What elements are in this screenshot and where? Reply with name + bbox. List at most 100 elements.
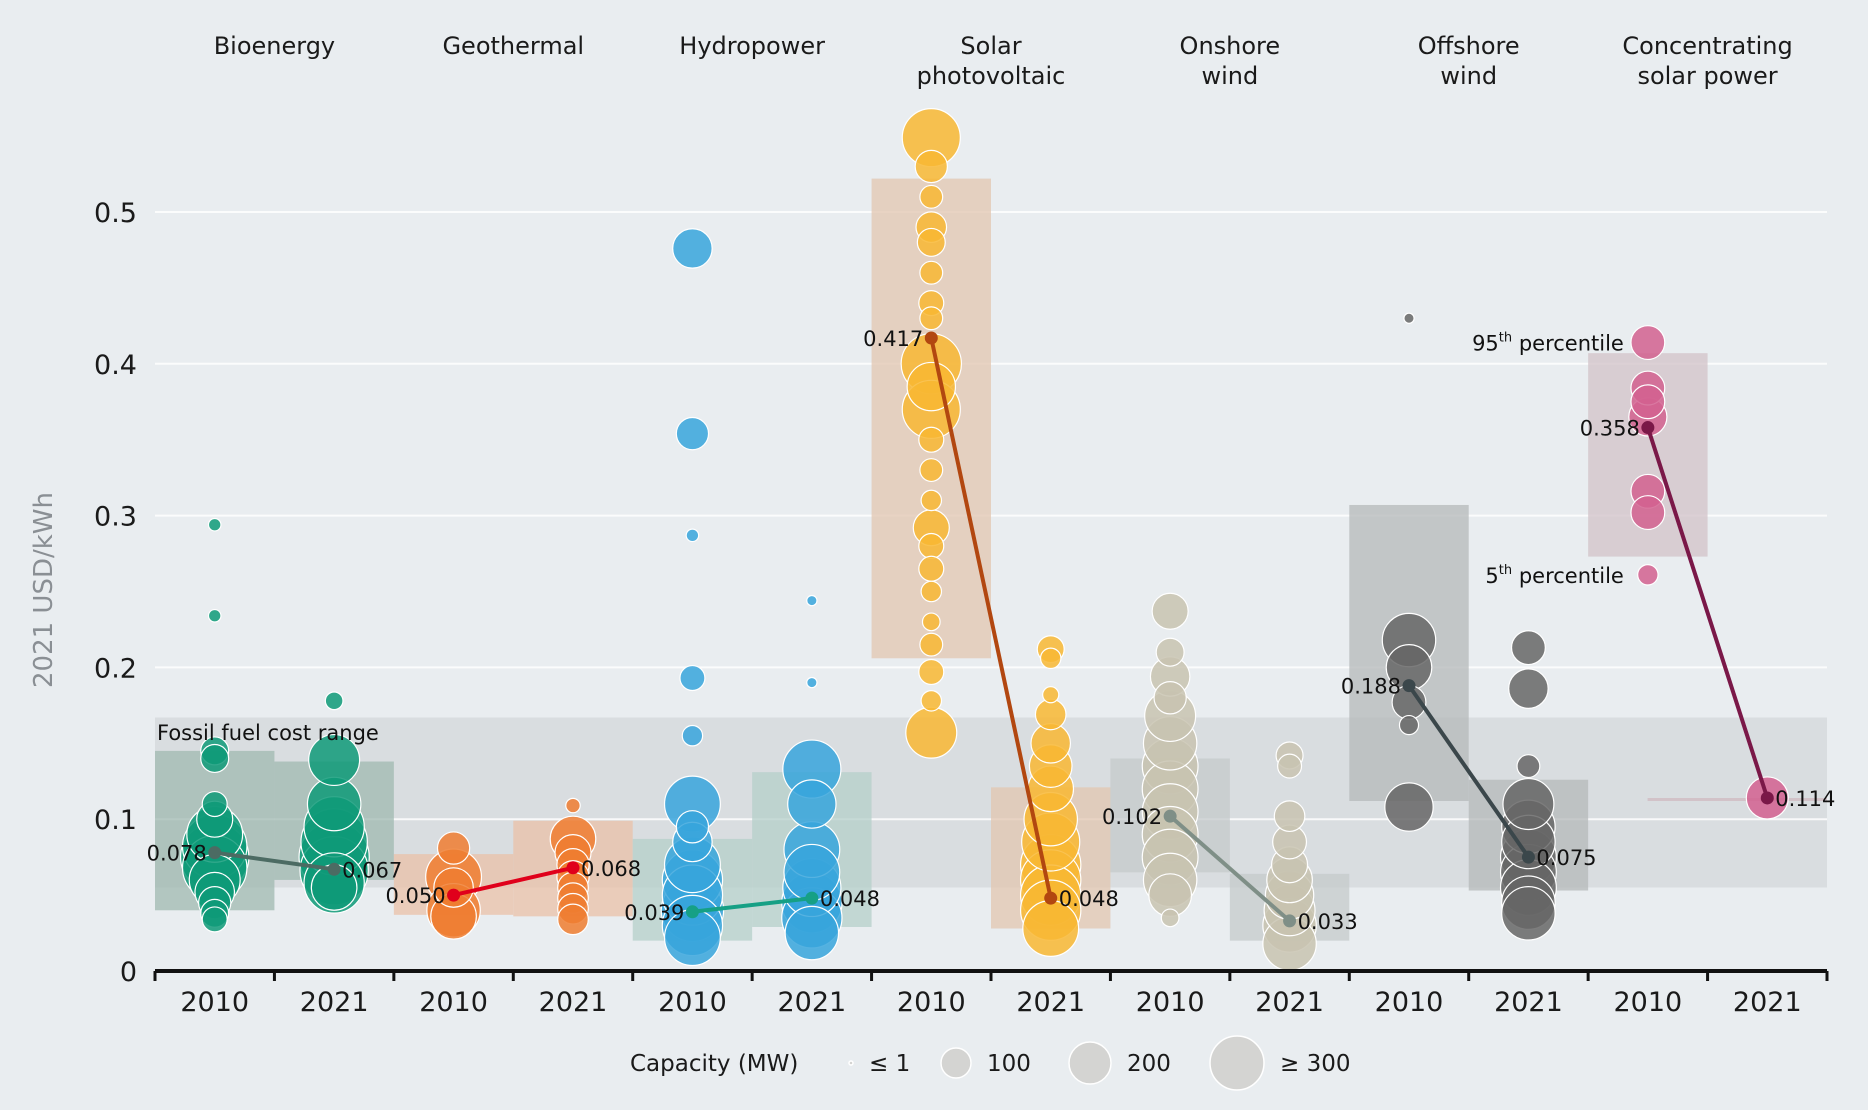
project-bubble [1508,668,1549,709]
project-bubble [1398,714,1420,736]
y-tick-label: 0.2 [94,653,137,684]
project-bubble [787,779,837,829]
fossil-fuel-range-label: Fossil fuel cost range [157,721,379,745]
project-bubble [1502,777,1555,831]
project-bubble [679,664,706,692]
weighted-average-marker [685,905,699,919]
weighted-average-marker [327,862,341,876]
project-bubble [436,831,471,865]
weighted-average-marker [1760,791,1774,805]
weighted-average-lines [208,331,1774,928]
x-tick-label: 2021 [1016,987,1085,1018]
weighted-average-marker [1641,421,1655,435]
percentile-annotation: 95th percentile [1472,331,1624,356]
project-bubble [806,594,818,607]
weighted-average-marker [1163,809,1177,823]
project-bubble [1630,384,1666,420]
x-tick-label: 2021 [1255,987,1324,1018]
y-tick-label: 0.1 [94,805,137,836]
weighted-average-label: 0.078 [147,842,207,866]
project-bubble [920,489,943,512]
y-axis-title: 2021 USD/kWh [29,492,59,688]
project-bubble [920,690,943,712]
weighted-average-marker [447,888,461,902]
legend-label: ≤ 1 [869,1051,910,1077]
project-bubble [919,458,944,483]
project-bubble [919,260,944,285]
x-tick-label: 2021 [539,987,608,1018]
legend-label: 100 [987,1051,1031,1077]
project-bubble [914,149,948,184]
project-bubble [565,797,581,814]
weighted-average-label: 0.102 [1102,805,1162,829]
project-bubble [672,228,713,269]
weighted-average-line [692,896,813,914]
y-tick-label: 0.3 [94,502,137,533]
legend-bubble [848,1060,854,1066]
project-bubble [207,517,222,532]
project-bubble [675,810,710,844]
project-bubble [557,903,589,936]
project-bubble [1273,800,1306,833]
weighted-average-line [929,337,1053,899]
project-bubble [1034,698,1067,731]
weighted-average-marker [208,846,222,860]
legend-bubble [940,1047,972,1079]
category-label: wind [1440,62,1497,90]
project-bubble [1510,630,1546,666]
project-bubble [201,906,228,933]
weighted-average-line [1407,684,1531,859]
category-label: Bioenergy [214,32,335,60]
project-bubble [919,306,944,331]
weighted-average-label: 0.033 [1298,910,1358,934]
project-bubble [1516,754,1541,779]
weighted-average-line [1645,426,1770,799]
project-bubble [919,632,944,657]
project-bubble [207,608,222,623]
project-bubble [1630,495,1666,531]
weighted-average-label: 0.188 [1341,675,1401,699]
project-bubble [920,580,943,603]
project-bubble [906,361,957,412]
category-label: photovoltaic [917,62,1066,90]
percentile-annotation: 5th percentile [1485,563,1623,588]
project-bubble [1039,647,1062,670]
x-tick-label: 2021 [777,987,846,1018]
legend-label: 200 [1127,1051,1171,1077]
category-label: Concentrating [1622,32,1792,60]
weighted-average-label: 0.048 [1059,887,1119,911]
weighted-average-label: 0.075 [1536,846,1596,870]
x-tick-label: 2021 [1733,987,1802,1018]
project-bubble [916,227,946,257]
category-label: solar power [1637,62,1777,90]
project-bubble [784,905,840,961]
project-bubble [201,790,228,818]
category-label: Offshore [1418,32,1520,60]
project-bubble [433,867,474,908]
weighted-average-marker [1521,850,1535,864]
project-bubble [1277,753,1303,779]
weighted-average-label: 0.050 [385,884,445,908]
x-tick-label: 2010 [1613,987,1682,1018]
weighted-average-label: 0.068 [581,857,641,881]
project-bubble [685,528,700,543]
project-bubble [1637,564,1659,586]
project-bubble [919,184,944,209]
weighted-average-marker [924,331,938,345]
project-bubble [921,612,941,632]
legend: Capacity (MW) ≤ 1 100 200 ≥ 300 [630,1035,1350,1091]
project-bubble [200,743,230,774]
x-tick-label: 2010 [419,987,488,1018]
weighted-average-marker [1402,679,1416,693]
x-tick-label: 2010 [1136,987,1205,1018]
project-bubble [1403,312,1415,324]
category-label: wind [1201,62,1258,90]
project-bubble [918,658,945,686]
project-bubble [1160,908,1180,928]
project-bubble [1151,592,1189,630]
project-bubble [1501,886,1556,941]
project-bubble [905,706,958,759]
weighted-average-label: 0.048 [820,887,880,911]
category-label: Solar [960,32,1021,60]
